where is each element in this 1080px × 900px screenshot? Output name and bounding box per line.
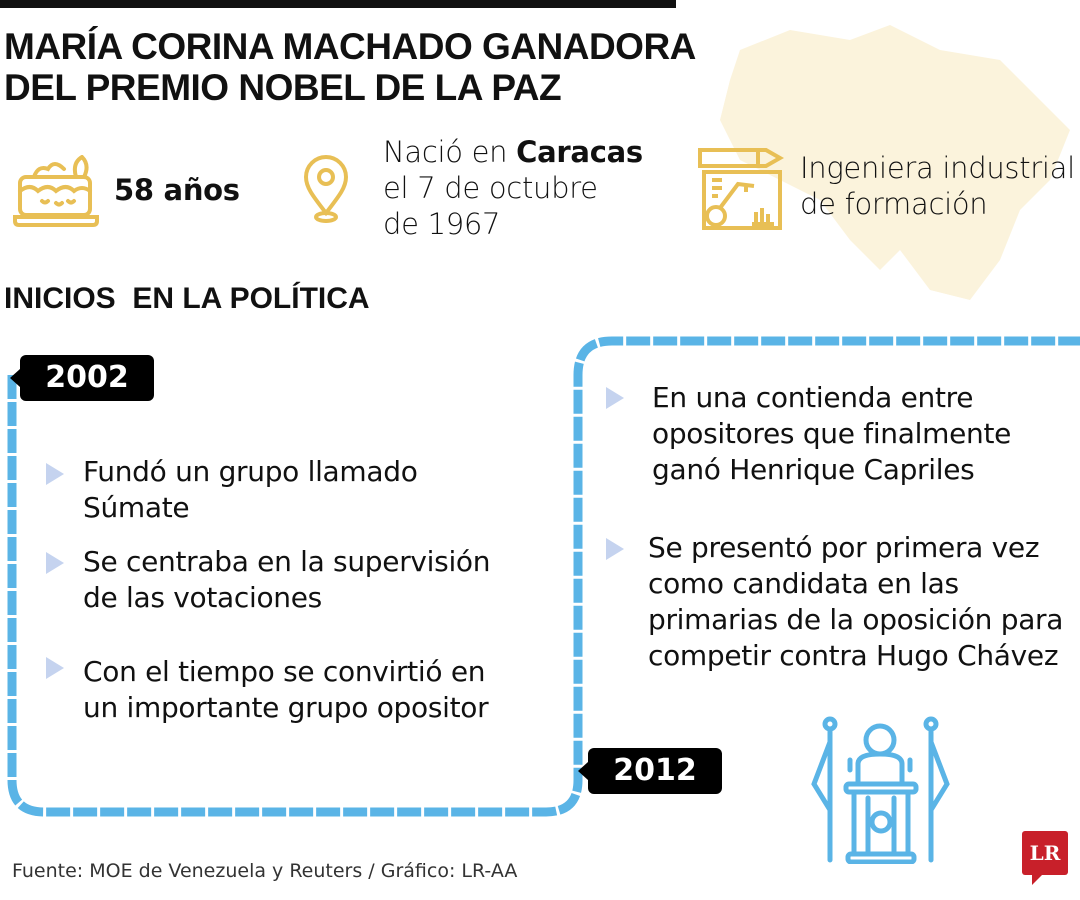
- birth-city: Caracas: [516, 135, 643, 169]
- cake-icon: [13, 155, 99, 227]
- venezuela-map-background: [720, 25, 1070, 300]
- year-badge-2012: 2012: [578, 748, 722, 794]
- engineering-blueprint-icon: [698, 148, 784, 230]
- top-rule: [0, 0, 676, 8]
- podium-icon: [811, 716, 950, 864]
- bullet-icon: [46, 657, 64, 679]
- timeline-item: Fundó un grupo llamado Súmate: [83, 454, 418, 526]
- bullet-icon: [46, 552, 64, 574]
- item-line: Fundó un grupo llamado: [83, 455, 418, 488]
- profession-line-1: Ingeniera industrial: [800, 151, 1075, 185]
- item-line: un importante grupo opositor: [83, 691, 489, 724]
- bullet-icon: [606, 387, 624, 409]
- birth-text: Nació en Caracas el 7 de octubre de 1967: [383, 134, 643, 242]
- source-credit: Fuente: MOE de Venezuela y Reuters / Grá…: [12, 860, 518, 882]
- profession-line-2: de formación: [800, 187, 988, 221]
- lr-logo: LR: [1022, 831, 1068, 885]
- item-line: de las votaciones: [83, 581, 322, 614]
- item-line: Se presentó por primera vez: [648, 531, 1040, 564]
- item-line: Con el tiempo se convirtió en: [83, 655, 486, 688]
- page-title: MARÍA CORINA MACHADO GANADORA DEL PREMIO…: [4, 26, 696, 108]
- location-pin-icon: [303, 155, 349, 223]
- item-line: como candidata en las: [648, 567, 959, 600]
- timeline-item: Con el tiempo se convirtió en un importa…: [83, 654, 489, 726]
- profession-text: Ingeniera industrial de formación: [800, 150, 1075, 222]
- bullet-icon: [46, 463, 64, 485]
- birth-year: de 1967: [383, 207, 501, 241]
- item-line: opositores que finalmente: [652, 417, 1012, 450]
- section-title: INICIOS EN LA POLÍTICA: [4, 282, 370, 315]
- age-text: 58 años: [114, 173, 240, 207]
- timeline-item: Se centraba en la supervisión de las vot…: [83, 544, 491, 616]
- item-line: Súmate: [83, 491, 190, 524]
- bullet-icon: [606, 538, 624, 560]
- item-line: ganó Henrique Capriles: [652, 453, 975, 486]
- timeline-item: En una contienda entre opositores que fi…: [652, 380, 1011, 488]
- timeline-item: Se presentó por primera vez como candida…: [648, 530, 1063, 674]
- year-badge-2002: 2002: [10, 355, 154, 401]
- item-line: competir contra Hugo Chávez: [648, 639, 1059, 672]
- birth-date: el 7 de octubre: [383, 171, 598, 205]
- item-line: primarias de la oposición para: [648, 603, 1064, 636]
- item-line: Se centraba en la supervisión: [83, 545, 491, 578]
- item-line: En una contienda entre: [652, 381, 974, 414]
- birth-prefix: Nació en: [383, 135, 517, 169]
- title-line-2: DEL PREMIO NOBEL DE LA PAZ: [4, 67, 562, 108]
- title-line-1: MARÍA CORINA MACHADO GANADORA: [4, 26, 696, 67]
